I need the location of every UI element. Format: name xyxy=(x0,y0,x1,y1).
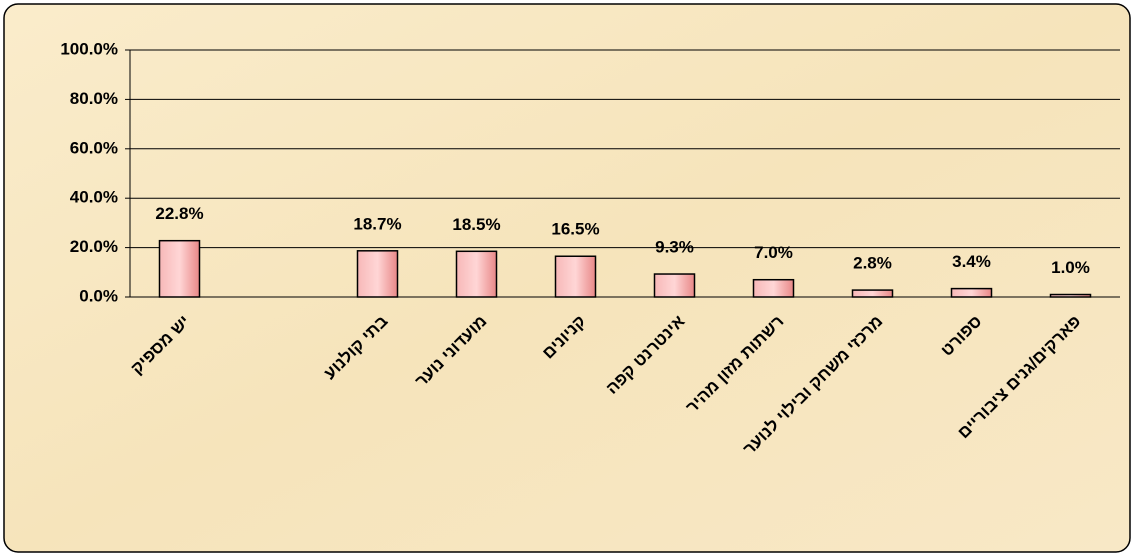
bar xyxy=(752,278,795,298)
value-label: 18.7% xyxy=(353,214,401,233)
bar xyxy=(356,250,399,298)
bar xyxy=(455,250,498,298)
bar xyxy=(851,289,894,298)
y-tick-label: 60.0% xyxy=(70,138,118,157)
bar xyxy=(1049,293,1092,298)
value-label: 1.0% xyxy=(1051,258,1090,277)
value-label: 18.5% xyxy=(452,215,500,234)
bar xyxy=(950,287,993,298)
value-label: 9.3% xyxy=(655,238,694,257)
bar xyxy=(653,273,696,298)
value-label: 3.4% xyxy=(952,252,991,271)
value-label: 2.8% xyxy=(853,254,892,273)
y-tick-label: 100.0% xyxy=(60,39,118,58)
y-tick-label: 20.0% xyxy=(70,237,118,256)
bar xyxy=(158,239,201,298)
bar xyxy=(554,255,597,298)
y-tick-label: 40.0% xyxy=(70,188,118,207)
value-label: 7.0% xyxy=(754,243,793,262)
value-label: 22.8% xyxy=(155,204,203,223)
value-label: 16.5% xyxy=(551,220,599,239)
y-tick-label: 80.0% xyxy=(70,89,118,108)
y-tick-label: 0.0% xyxy=(79,286,118,305)
